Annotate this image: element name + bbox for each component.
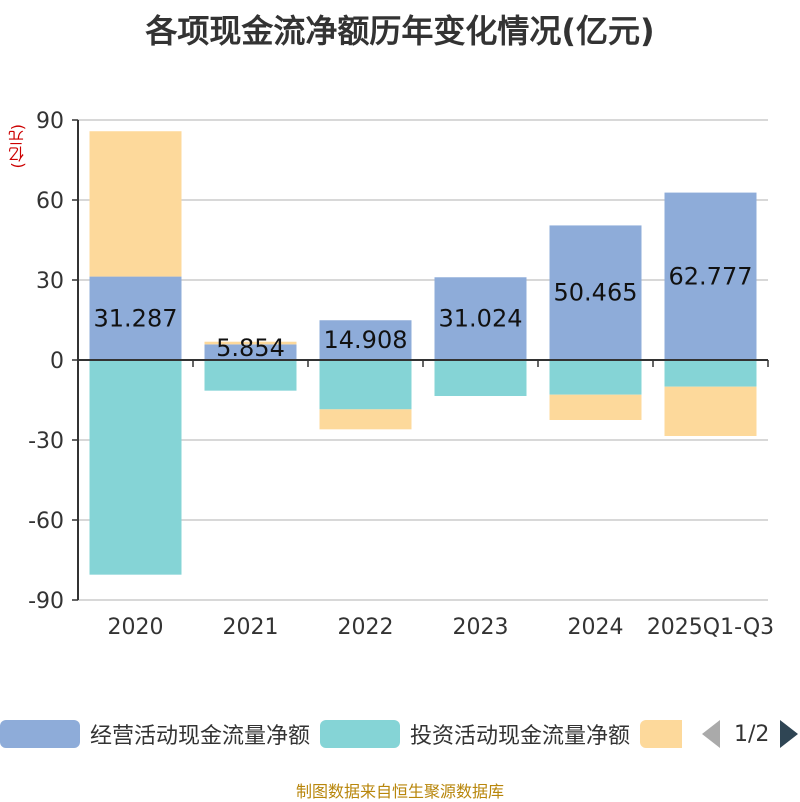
x-tick-label: 2025Q1-Q3 [647, 615, 774, 640]
legend-item-financing[interactable] [640, 714, 682, 754]
data-label: 50.465 [554, 279, 638, 307]
legend-swatch-financing [640, 720, 682, 748]
x-tick-label: 2024 [568, 615, 624, 640]
y-tick-label: -30 [28, 429, 64, 454]
bar-operating-2020 [89, 276, 182, 360]
x-tick-label: 2020 [108, 615, 164, 640]
x-tick-label: 2021 [223, 615, 279, 640]
x-tick-label: 2023 [453, 615, 509, 640]
bar-operating-2025Q1-Q3 [664, 192, 757, 360]
bar-operating-2021 [204, 344, 297, 360]
bar-operating-2022 [319, 320, 412, 360]
y-tick-label: 30 [36, 269, 64, 294]
bar-financing-2020 [89, 131, 182, 277]
bar-investing-2024 [549, 360, 642, 395]
y-tick-label: -60 [28, 509, 64, 534]
bar-operating-2024 [549, 225, 642, 360]
legend-item-operating[interactable]: 经营活动现金流量净额 [0, 714, 310, 754]
bar-operating-2023 [434, 277, 527, 360]
y-tick-label: 90 [36, 109, 64, 134]
chart-title: 各项现金流净额历年变化情况(亿元) [145, 12, 655, 50]
bar-investing-2021 [204, 360, 297, 391]
legend-pager: 1/2 [700, 714, 800, 754]
y-tick-label: 60 [36, 189, 64, 214]
data-label: 14.908 [324, 326, 408, 354]
data-labels: 31.287 5.854 14.908 31.024 50.465 62.777 [94, 262, 753, 362]
bar-financing-2022 [319, 409, 412, 430]
legend-page-indicator: 1/2 [734, 721, 770, 747]
y-tick-label: 0 [50, 349, 64, 374]
legend-swatch-investing [320, 720, 400, 748]
bar-investing-2020 [89, 360, 182, 575]
bars [89, 131, 757, 575]
grid-lines [78, 119, 768, 601]
y-tick-label: -90 [28, 589, 64, 614]
bar-investing-2025Q1-Q3 [664, 360, 757, 387]
axes: 90 60 30 0 -30 -60 -90 2020 2021 2022 2023 2024 2025… [28, 109, 774, 640]
bar-investing-2022 [319, 360, 412, 410]
next-page-icon[interactable] [780, 720, 799, 748]
data-label: 62.777 [669, 262, 753, 290]
legend-label-investing: 投资活动现金流量净额 [410, 724, 631, 749]
bar-investing-2023 [434, 360, 527, 396]
source-note: 制图数据来自恒生聚源数据库 [295, 782, 504, 801]
legend-item-investing[interactable]: 投资活动现金流量净额 [320, 714, 630, 754]
legend-swatch-operating [0, 720, 80, 748]
bar-financing-2021 [204, 341, 297, 345]
x-tick-label: 2022 [338, 615, 394, 640]
data-label: 31.287 [94, 304, 178, 332]
legend: 经营活动现金流量净额 投资活动现金流量净额 [0, 714, 800, 754]
legend-label-operating: 经营活动现金流量净额 [90, 724, 311, 749]
bar-financing-2024 [549, 394, 642, 420]
bar-financing-2025Q1-Q3 [664, 386, 757, 436]
prev-page-icon[interactable] [702, 720, 720, 748]
stacked-bar-chart: 90 60 30 0 -30 -60 -90 2020 2021 2022 2023 2024 2025… [28, 109, 774, 640]
data-label: 31.024 [439, 305, 523, 333]
data-label: 5.854 [216, 334, 285, 362]
